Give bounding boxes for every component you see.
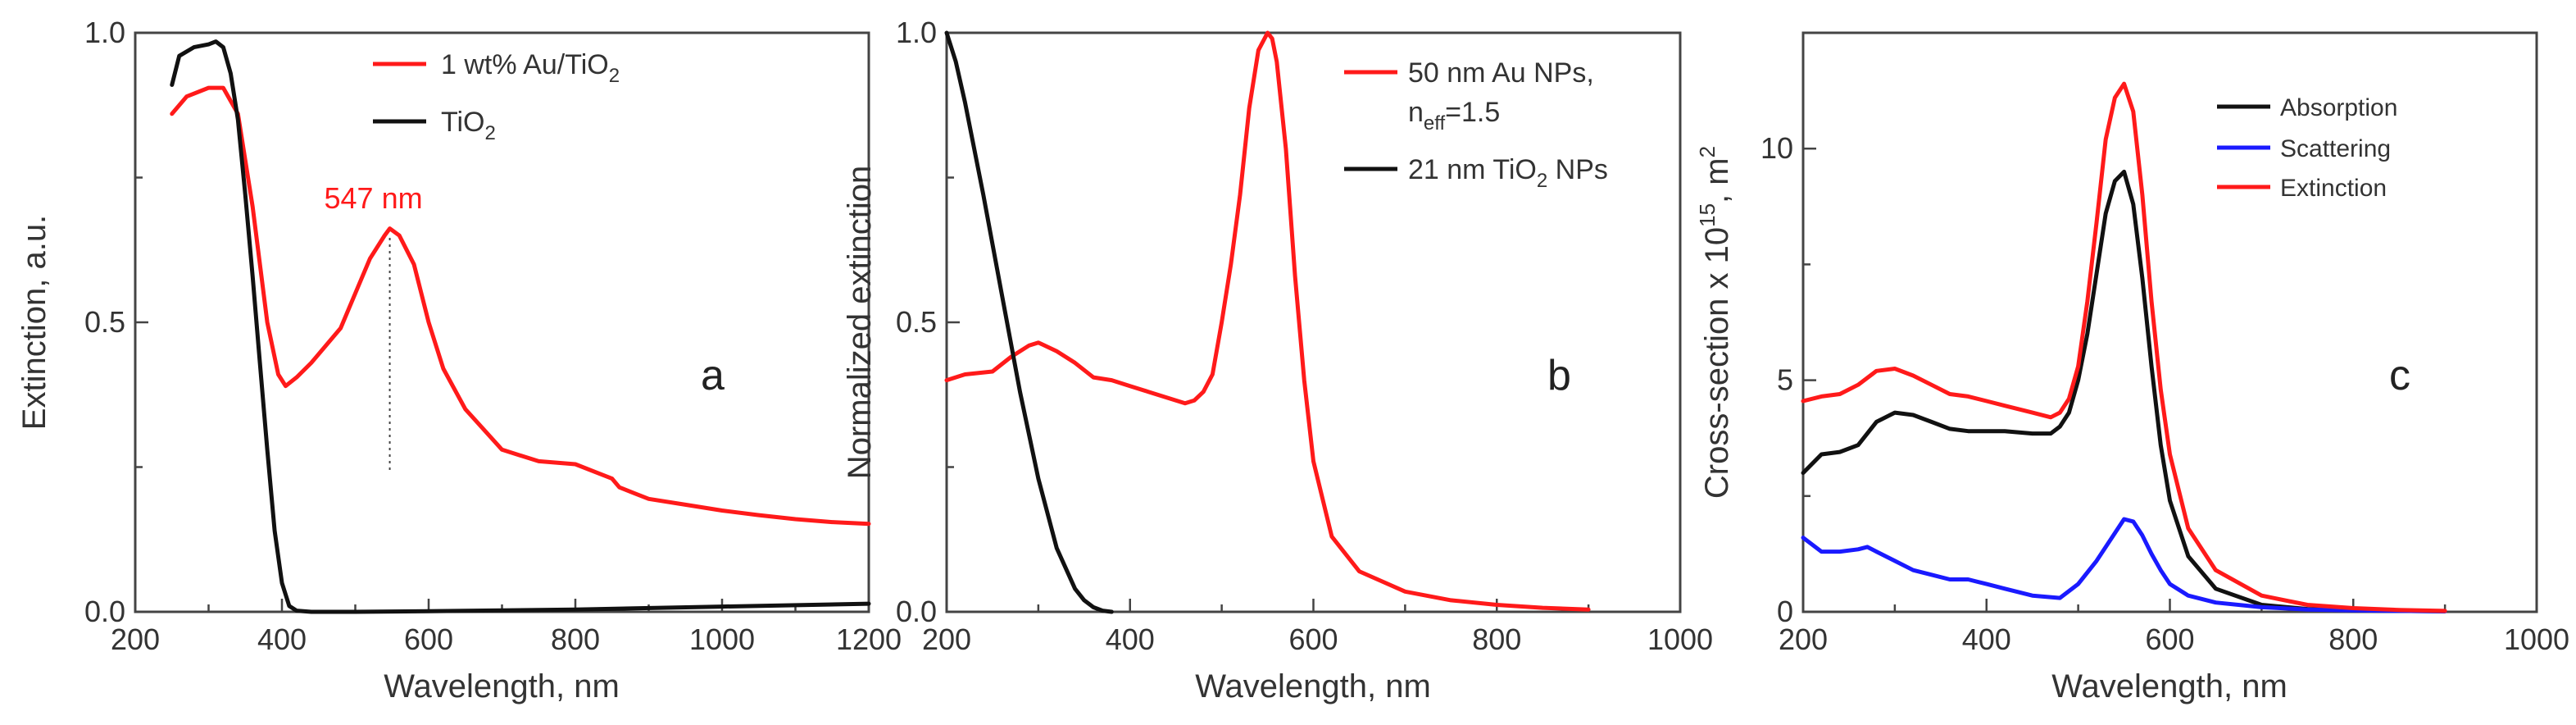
panel-b-xlabel: Wavelength, nm: [1195, 668, 1431, 704]
panel-a-ticks: 200 400 600 800 1000 1200 0.0 0.5 1.0: [84, 16, 902, 656]
b-ytick-label-0: 0.0: [896, 595, 937, 628]
a-xtick-label-1000: 1000: [689, 622, 755, 656]
a-xtick-label-800: 800: [551, 622, 600, 656]
panel-a-legend: 1 wt% Au/TiO2 TiO2: [373, 49, 620, 144]
a-ytick-label-1: 1.0: [84, 16, 125, 49]
legend-label-tio2: TiO2: [441, 107, 496, 144]
panel-b-curves: [944, 30, 1591, 614]
a-ytick-label-0: 0.0: [84, 595, 125, 628]
series-line-a-1-wt-au-tio: [170, 85, 871, 527]
b-xtick-label-800: 800: [1472, 622, 1521, 656]
legend-label-au-nps: 50 nm Au NPs,: [1408, 57, 1594, 89]
series-line-c-extinction: [1801, 81, 2447, 613]
c-xtick-label-600: 600: [2145, 622, 2194, 656]
panel-a-frame: [134, 31, 870, 613]
panel-b-legend: 50 nm Au NPs, neff=1.5 21 nm TiO2 NPs: [1344, 57, 1608, 192]
legend-label-scattering: Scattering: [2280, 135, 2391, 162]
legend-label-au-tio2: 1 wt% Au/TiO2: [441, 49, 620, 87]
panel-a: 200 400 600 800 1000 1200 0.0 0.5 1.0 547 nm Wav…: [16, 16, 902, 704]
panel-a-curves: [170, 39, 871, 614]
panel-c-ylabel: Cross-section x 1015, m2: [1695, 146, 1735, 499]
panel-b: 200 400 600 800 1000 0.0 0.5 1.0 Wavelength, nm…: [842, 16, 1713, 704]
b-xtick-label-400: 400: [1106, 622, 1155, 656]
a-xtick-label-1200: 1200: [836, 622, 902, 656]
panel-a-peak-label: 547 nm: [325, 181, 423, 215]
a-xtick-label-400: 400: [257, 622, 307, 656]
panel-c-letter: c: [2389, 352, 2410, 399]
c-xtick-label-800: 800: [2328, 622, 2378, 656]
b-xtick-label-200: 200: [922, 622, 971, 656]
series-line-c-absorption: [1801, 169, 2447, 613]
c-ytick-label-0: 0: [1777, 595, 1793, 628]
b-xtick-label-600: 600: [1288, 622, 1338, 656]
b-ytick-label-0.5: 0.5: [896, 305, 937, 339]
panel-b-ticks: 200 400 600 800 1000 0.0 0.5 1.0: [896, 16, 1713, 656]
c-ytick-label-10: 10: [1760, 131, 1793, 165]
b-ytick-label-1: 1.0: [896, 16, 937, 49]
legend-label-au-neff: neff=1.5: [1408, 97, 1500, 135]
legend-label-tio2-nps: 21 nm TiO2 NPs: [1408, 154, 1608, 192]
c-xtick-label-200: 200: [1779, 622, 1828, 656]
panel-b-ylabel: Normalized extinction: [842, 166, 878, 479]
panel-c: 200 400 600 800 1000 0 5 10 Wavelength, nm Cros…: [1695, 31, 2569, 704]
c-xtick-label-400: 400: [1962, 622, 2011, 656]
panel-c-frame: [1801, 31, 2538, 613]
legend-label-absorption: Absorption: [2280, 94, 2397, 121]
panel-b-letter: b: [1547, 352, 1571, 399]
a-ytick-label-0.5: 0.5: [84, 305, 125, 339]
panel-c-xlabel: Wavelength, nm: [2051, 668, 2288, 704]
b-xtick-label-1000: 1000: [1647, 622, 1713, 656]
c-ytick-label-5: 5: [1777, 363, 1793, 397]
series-line-b-50-nm-au-nps: [944, 30, 1591, 612]
panel-a-ylabel: Extinction, a.u.: [16, 215, 52, 430]
panel-a-letter: a: [701, 352, 725, 399]
c-xtick-label-1000: 1000: [2504, 622, 2569, 656]
panel-b-frame: [945, 31, 1682, 613]
a-xtick-label-200: 200: [111, 622, 160, 656]
panel-a-xlabel: Wavelength, nm: [384, 668, 620, 704]
series-line-c-scattering: [1801, 517, 2447, 613]
panel-c-curves: [1801, 81, 2447, 613]
a-xtick-label-600: 600: [404, 622, 453, 656]
panel-c-ticks: 200 400 600 800 1000 0 5 10: [1760, 131, 2569, 656]
series-line-b-21-nm-tio: [944, 30, 1114, 614]
series-line-a-tio: [170, 39, 871, 614]
panel-c-legend: Absorption Scattering Extinction: [2217, 94, 2397, 202]
legend-label-extinction: Extinction: [2280, 175, 2387, 202]
